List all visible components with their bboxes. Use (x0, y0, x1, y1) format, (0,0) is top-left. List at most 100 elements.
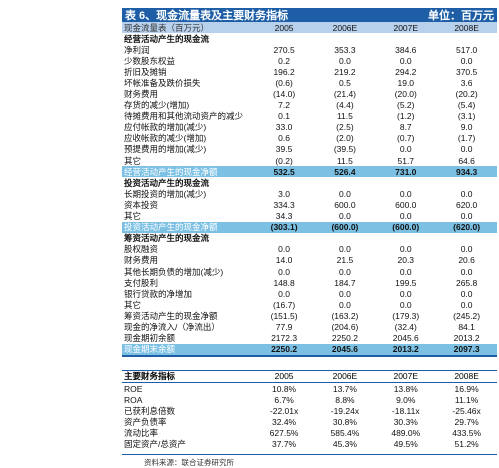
row-value: (3.1) (457, 111, 476, 122)
row-label: 经营活动产生的现金净额 (124, 166, 218, 177)
row-value: (620.0) (453, 222, 481, 233)
row-value: 13.8% (393, 383, 418, 394)
row-value: 0.0 (399, 288, 412, 299)
row-value: (245.2) (453, 310, 481, 321)
row-value: 0.0 (278, 288, 290, 299)
row-value: (0.2) (275, 155, 293, 166)
row-value: 3.0 (278, 188, 290, 199)
table-row: 现金的净流入/（净流出） 77.9 (204.6) (32.4) 84.1 (122, 321, 497, 332)
row-value: 64.6 (458, 155, 475, 166)
row-value: 620.0 (455, 199, 478, 210)
row-value: 0.0 (339, 211, 351, 222)
report-table: 表 6、现金流量表及主要财务指标 单位：百万元 现金流量表（百万元） 2005 … (122, 8, 497, 468)
row-value: 21.5 (336, 255, 354, 266)
row-value: 0.6 (278, 133, 290, 144)
row-value: 334.3 (273, 199, 295, 210)
row-value: 0.0 (460, 288, 473, 299)
table-row: ROA 6.7% 8.8% 9.0% 11.1% (122, 394, 497, 405)
row-label: 长期投资的增加(减少) (124, 188, 207, 199)
row-value: 49.5% (393, 439, 418, 450)
row-value: 10.8% (272, 383, 297, 394)
row-value: 0.0 (339, 288, 351, 299)
row-label: 资本投资 (124, 199, 159, 210)
row-value: 370.5 (455, 66, 478, 77)
row-value: (163.2) (331, 310, 359, 321)
row-label: 银行贷款的净增加 (124, 288, 193, 299)
row-value: (20.2) (455, 89, 478, 100)
row-value: 0.0 (278, 266, 290, 277)
table-row: 筹资活动产生的现金净额 (151.5) (163.2) (179.3) (245.2) (122, 310, 497, 321)
row-value: (204.6) (331, 321, 359, 332)
column-header-year: 2006E (332, 22, 358, 33)
row-value: 77.9 (275, 321, 293, 332)
row-value: 0.0 (399, 266, 412, 277)
row-label: 筹资活动产生的现金流 (124, 233, 210, 244)
column-header-year: 2007E (393, 22, 419, 33)
row-value: 489.0% (391, 428, 421, 439)
row-value: 265.8 (455, 277, 478, 288)
row-value: 20.3 (397, 255, 415, 266)
row-value: (0.7) (397, 133, 415, 144)
column-header-year: 2005 (274, 22, 294, 33)
row-label: 应收帐款的减少(增加) (124, 133, 207, 144)
row-value: 84.1 (458, 321, 475, 332)
row-value: -19.24x (330, 405, 360, 416)
table-row: 其他长期负债的增加(减少) 0.0 0.0 0.0 0.0 (122, 266, 497, 277)
row-label: 投资活动产生的现金流 (124, 177, 210, 188)
row-value: 526.4 (334, 166, 356, 177)
row-value: 0.0 (460, 211, 473, 222)
row-value: 0.0 (339, 266, 351, 277)
row-value: (14.0) (272, 89, 296, 100)
row-value: 45.3% (332, 439, 357, 450)
row-value: 0.0 (399, 144, 412, 155)
row-value: 0.0 (278, 244, 290, 255)
row-value: 934.3 (455, 166, 478, 177)
table-row: 经营活动产生的现金净额 532.5 526.4 731.0 934.3 (122, 166, 497, 178)
row-value: 30.3% (393, 417, 418, 428)
row-value: (1.2) (397, 111, 415, 122)
row-value: 2250.2 (331, 333, 358, 344)
row-value: 29.7% (454, 417, 479, 428)
table-row: 筹资活动产生的现金流 (122, 233, 497, 244)
row-value: 148.8 (273, 277, 295, 288)
column-header: 现金流量表（百万元） 2005 2006E 2007E 2008E (122, 22, 497, 33)
row-value: 0.0 (460, 144, 473, 155)
row-label: 坏帐准备及跌价损失 (124, 77, 201, 88)
row-value: (179.3) (392, 310, 420, 321)
row-label: 净利润 (124, 44, 150, 55)
row-value: 37.7% (272, 439, 297, 450)
row-value: 34.3 (275, 211, 293, 222)
table-row: 长期投资的增加(减少) 3.0 0.0 0.0 0.0 (122, 188, 497, 199)
unit-label: 单位：百万元 (428, 10, 494, 22)
row-value: 0.0 (460, 188, 473, 199)
column-header-label: 现金流量表（百万元） (124, 22, 210, 33)
ratios-header-year: 2005 (274, 371, 294, 382)
row-label: 其它 (124, 299, 142, 310)
row-value: (600.0) (392, 222, 420, 233)
row-label: 其它 (124, 155, 142, 166)
spacer (122, 355, 497, 370)
table-row: 投资活动产生的现金流 (122, 177, 497, 188)
table-row: 资产负债率 32.4% 30.8% 30.3% 29.7% (122, 417, 497, 428)
ratios-header-year: 2006E (332, 371, 358, 382)
row-value: 16.9% (454, 383, 479, 394)
row-value: 433.5% (452, 428, 482, 439)
row-value: 600.0 (334, 199, 356, 210)
row-label: 其他长期负债的增加(减少) (124, 266, 224, 277)
row-value: 294.2 (395, 66, 417, 77)
table-row: 现金期初余额 2172.3 2250.2 2045.6 2013.2 (122, 333, 497, 344)
row-value: 0.0 (399, 188, 412, 199)
table-row: 少数股东权益 0.2 0.0 0.0 0.0 (122, 55, 497, 66)
table-row: 银行贷款的净增加 0.0 0.0 0.0 0.0 (122, 288, 497, 299)
row-value: 0.0 (399, 211, 412, 222)
row-value: (21.4) (333, 89, 357, 100)
row-label: 预提费用的增加(减少) (124, 144, 207, 155)
row-value: 0.0 (399, 244, 412, 255)
row-value: 20.6 (458, 255, 475, 266)
row-label: 折旧及摊销 (124, 66, 167, 77)
row-value: 0.0 (399, 55, 412, 66)
row-value: 2045.6 (331, 344, 358, 355)
table-title: 表 6、现金流量表及主要财务指标 (125, 10, 289, 22)
row-value: (39.5) (333, 144, 357, 155)
table-title-bar: 表 6、现金流量表及主要财务指标 单位：百万元 (122, 8, 497, 22)
